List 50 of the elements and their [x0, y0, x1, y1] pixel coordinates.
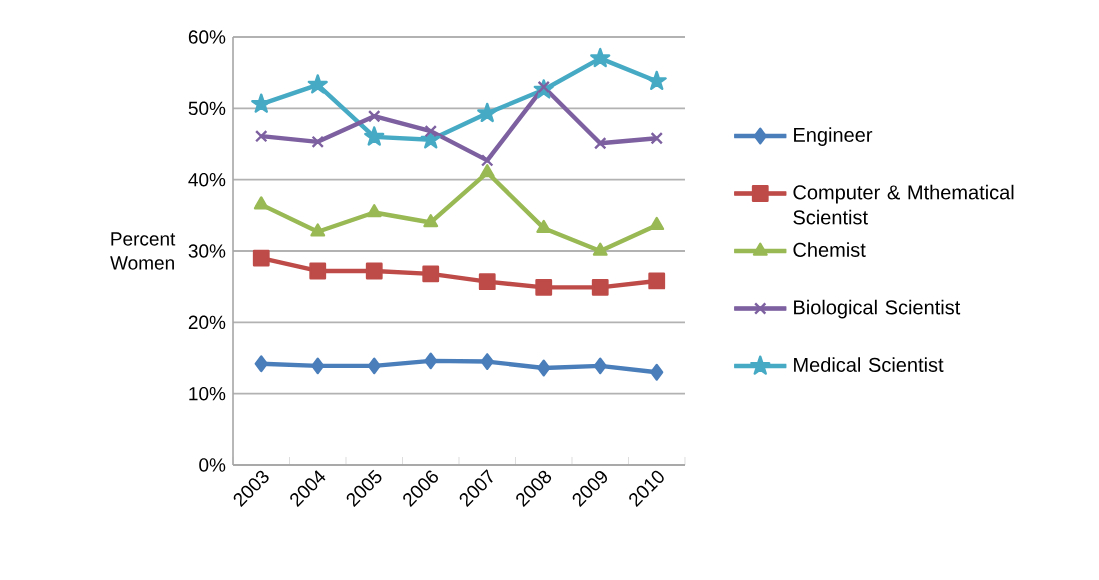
point	[535, 278, 553, 296]
point	[537, 80, 551, 94]
point	[592, 242, 608, 256]
point	[252, 249, 270, 267]
point	[254, 355, 268, 373]
point	[311, 135, 325, 149]
point	[591, 278, 609, 296]
point	[537, 359, 551, 377]
legend-label: Biological Scientist	[794, 299, 961, 319]
point	[650, 363, 664, 381]
y-tick-label: 30%	[188, 244, 226, 258]
point	[310, 223, 326, 237]
point	[254, 129, 268, 143]
point	[536, 219, 552, 233]
point	[367, 109, 381, 123]
y-tick-label: 0%	[199, 458, 226, 472]
point	[311, 357, 325, 375]
point	[590, 47, 611, 68]
point	[478, 273, 496, 291]
point	[309, 262, 327, 280]
point	[477, 102, 498, 123]
point	[307, 74, 328, 94]
y-tick-label: 10%	[189, 386, 226, 401]
legend-label: Engineer	[794, 127, 873, 146]
point	[480, 353, 494, 370]
point	[646, 70, 667, 91]
point	[253, 196, 269, 210]
legend-label: Computer & Mthematical Scientist	[793, 184, 1014, 225]
point	[424, 124, 438, 138]
legend-label: Medical Scientist	[794, 357, 944, 372]
y-tick-label: 20%	[188, 315, 226, 330]
point	[422, 265, 440, 283]
point	[479, 164, 495, 178]
point	[649, 216, 665, 231]
point	[650, 132, 664, 145]
point	[365, 262, 383, 280]
y-tick-label: 60%	[188, 30, 226, 44]
y-tick-label: 40%	[188, 172, 226, 187]
point	[367, 357, 381, 375]
point	[593, 357, 607, 375]
point	[423, 214, 439, 228]
point	[366, 204, 382, 218]
y-axis-title: Percent Women	[110, 232, 176, 270]
point	[251, 93, 272, 113]
legend-label: Chemist	[793, 242, 866, 257]
point	[648, 272, 666, 290]
y-tick-label: 50%	[188, 101, 226, 116]
point	[364, 126, 385, 146]
point	[480, 154, 494, 167]
point	[424, 352, 438, 370]
